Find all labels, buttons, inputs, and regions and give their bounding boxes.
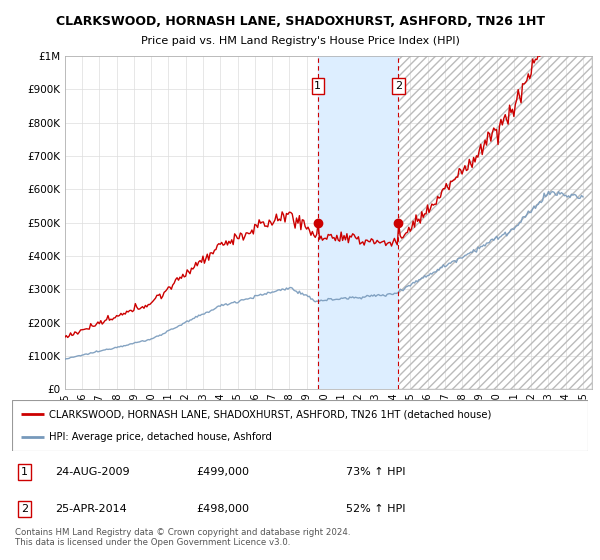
Text: 1: 1 [314, 81, 322, 91]
Text: HPI: Average price, detached house, Ashford: HPI: Average price, detached house, Ashf… [49, 432, 272, 442]
Text: Contains HM Land Registry data © Crown copyright and database right 2024.: Contains HM Land Registry data © Crown c… [15, 528, 350, 536]
Text: 73% ↑ HPI: 73% ↑ HPI [346, 467, 406, 477]
Text: 24-AUG-2009: 24-AUG-2009 [55, 467, 130, 477]
Bar [318, 56, 398, 389]
Text: 25-APR-2014: 25-APR-2014 [55, 504, 127, 514]
Text: 52% ↑ HPI: 52% ↑ HPI [346, 504, 406, 514]
Text: 2: 2 [21, 504, 28, 514]
Bar [398, 56, 592, 389]
Text: Price paid vs. HM Land Registry's House Price Index (HPI): Price paid vs. HM Land Registry's House … [140, 36, 460, 46]
Text: CLARKSWOOD, HORNASH LANE, SHADOXHURST, ASHFORD, TN26 1HT (detached house): CLARKSWOOD, HORNASH LANE, SHADOXHURST, A… [49, 409, 492, 419]
Text: This data is licensed under the Open Government Licence v3.0.: This data is licensed under the Open Gov… [15, 538, 290, 547]
Text: £499,000: £499,000 [196, 467, 250, 477]
Text: CLARKSWOOD, HORNASH LANE, SHADOXHURST, ASHFORD, TN26 1HT: CLARKSWOOD, HORNASH LANE, SHADOXHURST, A… [56, 15, 545, 28]
Text: £498,000: £498,000 [196, 504, 250, 514]
Text: 1: 1 [21, 467, 28, 477]
Text: 2: 2 [395, 81, 402, 91]
